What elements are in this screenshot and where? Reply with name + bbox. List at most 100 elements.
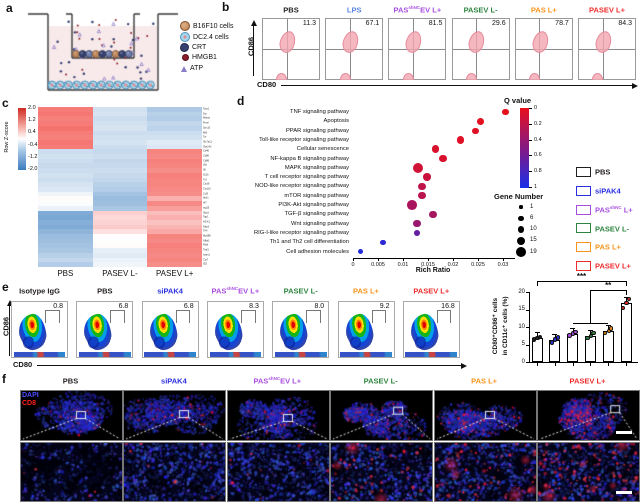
flow-b-plot: 29.6 — [451, 18, 510, 80]
heatmap-cell — [38, 121, 93, 127]
heatmap-row-label: Nfkb1 — [203, 239, 210, 243]
dotplot-area — [353, 108, 515, 259]
heatmap-cell — [38, 149, 93, 155]
dotplot-pathway-label: Apoptosis — [323, 118, 349, 125]
dotplot-pathway-label: Cellular senescence — [296, 146, 349, 153]
heatmap-cell — [38, 135, 93, 141]
heatmap-row-label: Il15 — [203, 263, 208, 266]
dotplot-pathway-label: MAPK signaling pathway — [284, 164, 349, 171]
crt-icon — [180, 43, 189, 52]
bar-error-whisker — [626, 297, 627, 304]
bar — [620, 303, 632, 362]
heatmap-cell — [38, 168, 93, 174]
flow-b-condition-title: PASEV L+ — [589, 5, 625, 15]
qvalue-colorbar — [520, 108, 529, 188]
heatmap-cell — [147, 215, 202, 221]
heatmap-cell — [147, 158, 202, 164]
heatmap-cell — [38, 262, 93, 268]
flow-b-plot: 84.3 — [578, 18, 636, 80]
heatmap-row-label: Isg15 — [203, 206, 210, 210]
qvalue-tick-label: 0.6 — [534, 152, 542, 159]
density-bottom-streak — [13, 352, 66, 357]
flow-e-plot: 9.2 — [337, 301, 395, 358]
micro-condition-title: PASEV L+ — [569, 376, 606, 386]
panel-a-legend-label: CRT — [192, 44, 207, 51]
heatmap-cell — [92, 154, 148, 160]
stain-label-dapi: DAPI — [22, 392, 39, 399]
heatmap-cell — [92, 144, 148, 150]
heatmap-cell — [38, 163, 93, 169]
tumor-zoom-image — [20, 442, 123, 502]
heatmap-cell — [92, 201, 148, 207]
heatmap-cell — [92, 234, 148, 240]
bar-data-point — [588, 333, 594, 338]
dotplot-pathway-label: T cell receptor signaling pathway — [264, 174, 349, 181]
dotplot-pathway-label: Th1 and Th2 cell differentiation — [269, 239, 349, 246]
gene-number-label: 15 — [530, 237, 537, 244]
heatmap-cell — [92, 121, 148, 127]
cell-population-blob-small — [402, 73, 414, 80]
bar-error-whisker — [608, 325, 610, 332]
heatmap-cell — [92, 125, 148, 131]
density-bottom-streak — [405, 352, 458, 357]
panel-b-x-arrowhead-icon — [632, 83, 638, 89]
tumor-zoom-image — [226, 442, 330, 502]
heatmap-cell — [147, 234, 202, 240]
flow-e-condition-title: Isotype IgG — [19, 286, 60, 296]
bar-y-tick-label: 15 — [518, 306, 525, 312]
heatmap-cell — [147, 149, 202, 155]
flow-b-condition-title: LPS — [346, 5, 362, 15]
micro-condition-title: PBS — [62, 376, 79, 386]
dotplot-x-tick-label: 0 — [351, 262, 355, 268]
heatmap-cell — [92, 257, 148, 263]
heatmap-row-labels: Tyrp1 Dct Mlana Pmel Sox10 Mitf Tyr Slc7a11 Gpr1… — [203, 107, 225, 267]
heatmap-cell — [92, 191, 148, 197]
heatmap-cell — [38, 215, 93, 221]
quadrant-percentage: 78.7 — [555, 20, 569, 27]
heatmap-cell — [92, 177, 148, 183]
dotplot-point — [439, 154, 447, 163]
group-legend-swatch — [576, 185, 591, 196]
heatmap-cell — [38, 243, 93, 249]
heatmap-column-label: PBS — [57, 269, 74, 278]
group-legend-swatch — [576, 242, 591, 253]
group-legend-label: siPAK4 — [595, 186, 621, 196]
heatmap-cell — [147, 182, 202, 188]
dotplot-pathway-label: NF-kappa B signaling pathway — [270, 155, 349, 162]
gene-number-dot — [516, 247, 526, 258]
heatmap-cell — [147, 172, 202, 178]
group-legend-swatch — [576, 261, 591, 271]
panel-a-legend-item: CRT — [180, 43, 206, 52]
heatmap-cell — [147, 219, 202, 226]
panel-a-legend-item: DC2.4 cells — [180, 32, 229, 42]
heatmap-cell — [92, 229, 148, 235]
heatmap-row-label: Dct — [203, 112, 207, 116]
heatmap-row-label: Cxcl10 — [203, 187, 211, 191]
dotplot-point — [502, 108, 509, 116]
density-blob-tail — [218, 336, 230, 350]
heatmap-colorbar-title: Row Z-score — [4, 121, 10, 153]
heatmap-cell — [38, 144, 93, 150]
stain-label-cd8: CD8 — [22, 400, 37, 407]
bar-x-tick-mark — [537, 363, 538, 366]
flow-e-condition-title: siPAK4 — [157, 286, 183, 296]
tumor-zoom-image — [433, 442, 537, 502]
dotplot-pathway-label: mTOR signaling pathway — [284, 192, 349, 199]
dotplot-point — [413, 219, 421, 228]
flow-gate — [110, 310, 125, 323]
dotplot-x-tick-mark — [403, 258, 404, 261]
tumor-section-image — [330, 390, 434, 441]
panel-a-legend-label: ATP — [190, 65, 204, 72]
heatmap-cell — [38, 238, 93, 244]
dotplot-x-axis-title: Rich Ratio — [415, 267, 451, 274]
heatmap-cell — [92, 187, 148, 193]
density-blob-tail — [414, 336, 426, 350]
bar-error-whisker — [572, 328, 574, 334]
panel-a-legend-label: HMGB1 — [192, 54, 217, 61]
heatmap-cell — [92, 116, 148, 122]
heatmap-cell — [147, 191, 202, 197]
dotplot-pathway-label: Cell adhesion molecules — [286, 248, 349, 255]
bar-data-point — [591, 330, 596, 336]
heatmap-row-label: Tap1 — [203, 216, 209, 219]
group-legend-item: PASEV L+ — [576, 261, 631, 271]
